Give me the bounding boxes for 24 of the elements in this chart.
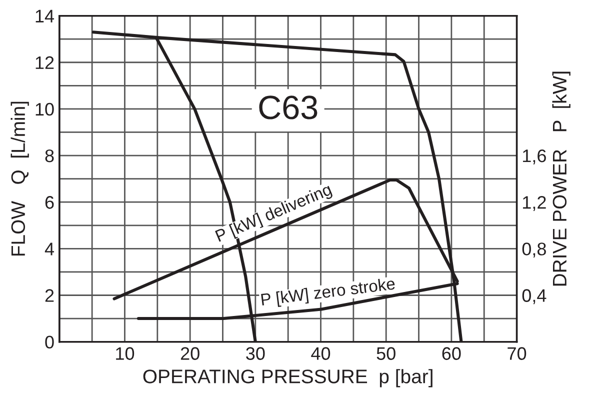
x-tick-label: 10 xyxy=(116,347,134,360)
x-tick-label: 20 xyxy=(180,347,200,360)
y-axis-title: FLOW Q [L/min] xyxy=(10,102,29,256)
x-tick-label: 70 xyxy=(508,347,526,360)
y2-tick-label: 0,4 xyxy=(522,289,546,304)
y-tick-label: 6 xyxy=(45,196,54,209)
y-tick-label: 12 xyxy=(36,56,54,69)
y-tick-label: 14 xyxy=(36,10,54,22)
y2-tick-label: 1,2 xyxy=(523,196,546,211)
y2-axis-title: DRIVE POWER P [kW] xyxy=(552,72,570,286)
y2-tick-label: 1,6 xyxy=(523,149,546,164)
x-tick-label: 50 xyxy=(376,347,396,360)
y-tick-label: 0 xyxy=(45,336,54,349)
y2-tick-label: 0,8 xyxy=(522,242,546,258)
y-tick-label: 4 xyxy=(44,242,54,256)
y-tick-label: 2 xyxy=(45,289,54,302)
x-tick-label: 30 xyxy=(246,347,265,360)
annotation: C63 xyxy=(259,96,318,120)
y-tick-label: 8 xyxy=(45,149,54,162)
x-tick-label: 60 xyxy=(442,347,461,360)
y-tick-label: 10 xyxy=(36,102,54,116)
text: P [kW] zero stroke xyxy=(260,277,396,309)
x-axis-title: OPERATING PRESSURE p [bar] xyxy=(143,369,432,388)
x-tick-label: 40 xyxy=(311,347,330,360)
